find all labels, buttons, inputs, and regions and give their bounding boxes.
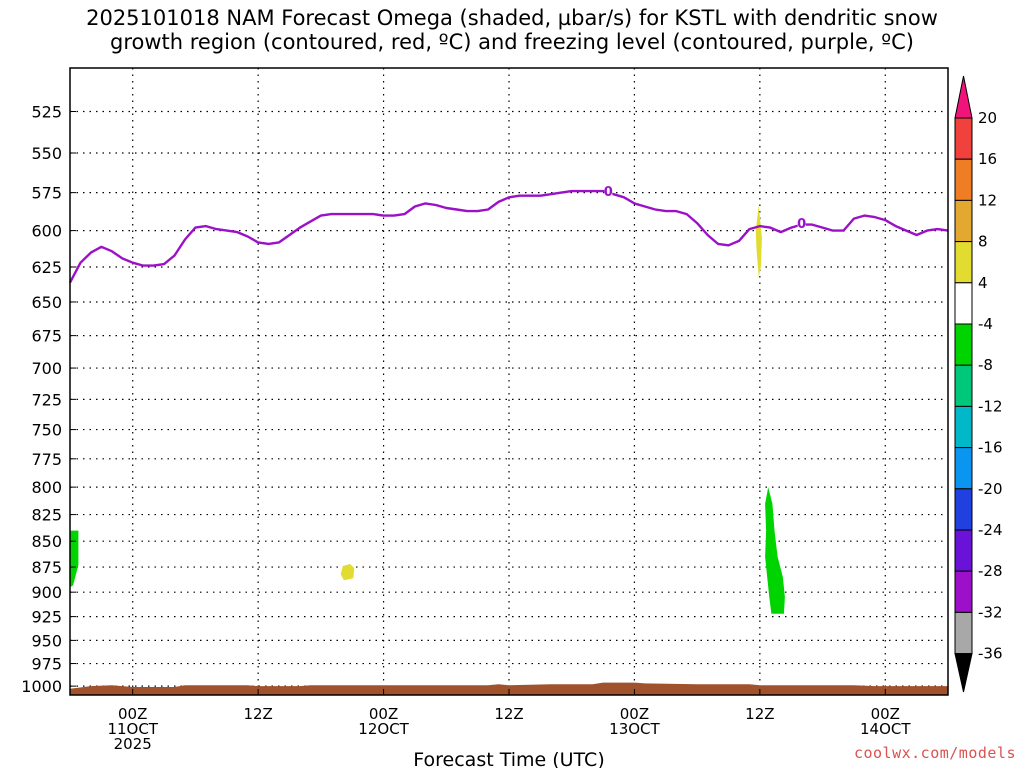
x-tick-label: 12OCT: [358, 720, 409, 738]
x-tick-label: 2025: [114, 735, 152, 753]
omega-shaded-area: [340, 564, 355, 581]
colorbar-tick-label: -16: [978, 439, 1003, 457]
y-tick-label: 675: [31, 327, 62, 346]
y-tick-label: 850: [31, 532, 62, 551]
colorbar: 20 16 12 8 4 -4 -8 -12 -16 -20 -24 -28 -32 -36: [954, 75, 1003, 693]
y-tick-label: 825: [31, 506, 62, 525]
freezing-level-contour-label: 0: [797, 217, 806, 232]
freezing-level-layer: 00: [68, 185, 949, 284]
contour-label-bg: [604, 185, 613, 198]
colorbar-swatch: [954, 241, 973, 284]
x-tick-label: 12Z: [494, 705, 523, 723]
omega-shaded-area: [70, 530, 79, 588]
terrain-layer: [70, 682, 948, 695]
y-tick-label: 975: [31, 655, 62, 674]
y-tick-label: 900: [31, 583, 62, 602]
colorbar-swatch: [954, 199, 973, 243]
colorbar-tick-label: -12: [978, 397, 1003, 415]
colorbar-tick-label: 12: [978, 191, 997, 209]
colorbar-swatch: [954, 447, 973, 490]
y-tick-label: 1000: [21, 677, 62, 696]
colorbar-swatch: [954, 117, 973, 160]
colorbar-min-triangle: [954, 653, 973, 693]
omega-shaded-area: [765, 487, 785, 614]
colorbar-swatch: [954, 570, 973, 613]
grid-layer: [70, 68, 948, 695]
y-tick-label: 800: [31, 478, 62, 497]
x-tick-label: 00Z: [118, 705, 147, 723]
colorbar-swatch: [954, 611, 973, 655]
colorbar-swatch: [954, 323, 973, 366]
y-tick-label: 950: [31, 631, 62, 650]
freezing-level-contour-label: 0: [604, 185, 613, 200]
colorbar-tick-label: -8: [978, 356, 993, 374]
chart-title-line2: growth region (contoured, red, ºC) and f…: [110, 30, 914, 54]
colorbar-max-triangle: [954, 75, 973, 119]
colorbar-tick-label: 16: [978, 150, 997, 168]
omega-layer: [70, 205, 785, 614]
x-tick-label: 12Z: [243, 705, 272, 723]
colorbar-tick-label: 4: [978, 274, 988, 292]
y-tick-label: 575: [31, 184, 62, 203]
y-tick-label: 525: [31, 103, 62, 122]
omega-shaded-area: [755, 205, 762, 277]
x-tick-label: 00Z: [369, 705, 398, 723]
colorbar-tick-label: 8: [978, 233, 988, 251]
colorbar-swatch: [954, 158, 973, 201]
y-tick-label: 550: [31, 144, 62, 163]
colorbar-swatch: [954, 529, 973, 572]
colorbar-swatch: [954, 282, 973, 325]
colorbar-swatch: [954, 364, 973, 407]
contour-label-bg: [797, 217, 806, 230]
y-axis: 525 550 575 600 625 650 675 700 725 750 775 800 825 8…: [21, 103, 76, 696]
terrain-fill: [70, 682, 948, 695]
y-tick-label: 600: [31, 222, 62, 241]
x-tick-label: 12Z: [745, 705, 774, 723]
y-tick-label: 625: [31, 258, 62, 277]
x-tick-label: 14OCT: [860, 720, 911, 738]
colorbar-tick-label: -24: [978, 521, 1003, 539]
chart-title-line1: 2025101018 NAM Forecast Omega (shaded, µ…: [86, 6, 938, 30]
y-tick-label: 750: [31, 421, 62, 440]
colorbar-tick-label: -20: [978, 480, 1003, 498]
colorbar-tick-label: 20: [978, 109, 997, 127]
colorbar-tick-label: -4: [978, 315, 993, 333]
x-tick-label: 00Z: [871, 705, 900, 723]
y-tick-label: 700: [31, 359, 62, 378]
y-tick-label: 725: [31, 390, 62, 409]
colorbar-swatch: [954, 488, 973, 531]
y-tick-label: 875: [31, 558, 62, 577]
colorbar-tick-label: -36: [978, 645, 1003, 663]
credit-text: coolwx.com/models: [853, 744, 1016, 762]
x-tick-label: 00Z: [620, 705, 649, 723]
y-tick-label: 650: [31, 293, 62, 312]
x-axis-label: Forecast Time (UTC): [413, 749, 604, 768]
x-tick-label: 13OCT: [609, 720, 660, 738]
colorbar-swatch: [954, 405, 973, 449]
colorbar-tick-label: -28: [978, 562, 1003, 580]
y-tick-label: 925: [31, 608, 62, 627]
colorbar-tick-label: -32: [978, 603, 1003, 621]
x-tick-label: 11OCT: [107, 720, 158, 738]
y-tick-label: 775: [31, 450, 62, 469]
